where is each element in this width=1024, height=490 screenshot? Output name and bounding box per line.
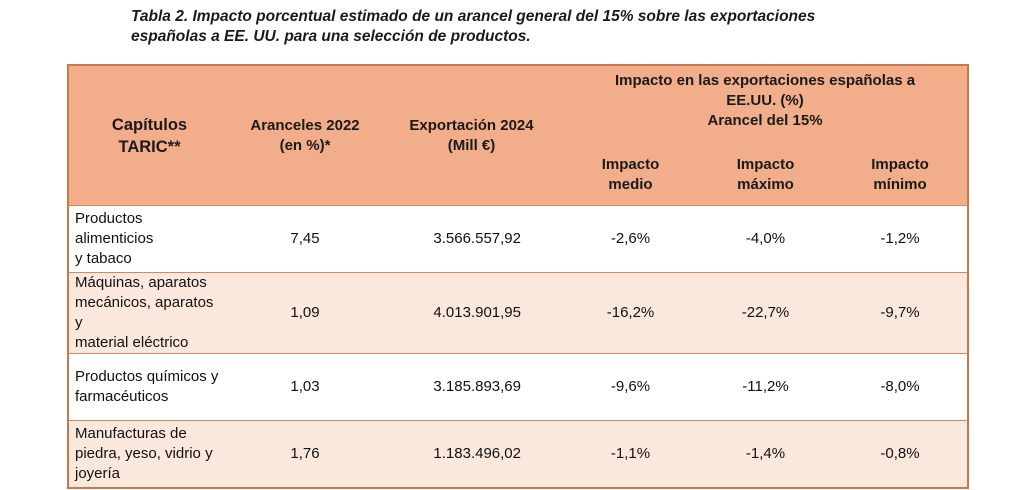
header-exports: Exportación 2024 (Mill €)	[380, 65, 563, 206]
row-impact-min: -0,8%	[833, 420, 968, 488]
table-caption: Tabla 2. Impacto porcentual estimado de …	[131, 7, 951, 47]
caption-line-2: españolas a EE. UU. para una selección d…	[131, 28, 531, 45]
row-product-name-line: piedra, yeso, vidrio y	[75, 445, 213, 462]
tariff-impact-table: Capítulos TARIC** Aranceles 2022 (en %)*…	[67, 64, 969, 489]
row-tariff: 1,76	[230, 420, 380, 488]
row-product-name-line: farmacéuticos	[75, 388, 169, 405]
header-chapters-line-1: Capítulos	[111, 115, 188, 134]
row-exports: 3.185.893,69	[380, 353, 563, 421]
row-tariff: 7,45	[230, 205, 380, 273]
header-impact-group-line-3: Arancel del 15%	[707, 112, 823, 129]
header-impact-mean: Impacto medio	[563, 155, 698, 206]
row-impact-max: -4,0%	[698, 205, 833, 273]
caption-line-1: Tabla 2. Impacto porcentual estimado de …	[131, 8, 816, 25]
row-product-name-line: mecánicos, aparatos y	[75, 294, 214, 331]
header-impact-max-line-1: Impacto	[736, 156, 795, 173]
header-exports-line-1: Exportación 2024	[409, 116, 534, 134]
row-impact-min: -8,0%	[833, 353, 968, 421]
row-exports: 1.183.496,02	[380, 420, 563, 488]
row-product-name-line: y tabaco	[75, 250, 132, 267]
row-product-name-line: Manufacturas de	[75, 425, 187, 442]
header-impact-min-line-1: Impacto	[871, 156, 929, 173]
header-impact-min-line-2: mínimo	[873, 176, 927, 193]
header-impact-min: Impacto mínimo	[833, 155, 968, 206]
header-exports-line-2: (Mill €)	[447, 136, 496, 154]
table-row: Máquinas, aparatos mecánicos, aparatos y…	[68, 272, 968, 354]
row-impact-max: -22,7%	[698, 272, 833, 354]
header-tariffs: Aranceles 2022 (en %)*	[230, 65, 380, 206]
row-product-name-line: Productos alimenticios	[75, 210, 154, 247]
row-product-name: Máquinas, aparatos mecánicos, aparatos y…	[68, 272, 230, 354]
table-row: Productos químicos y farmacéuticos 1,03 …	[68, 353, 968, 421]
row-tariff: 1,09	[230, 272, 380, 354]
row-product-name: Manufacturas de piedra, yeso, vidrio y j…	[68, 420, 230, 488]
header-impact-group-line-2: EE.UU. (%)	[726, 92, 804, 109]
row-impact-max: -11,2%	[698, 353, 833, 421]
table-row: Productos alimenticios y tabaco 7,45 3.5…	[68, 205, 968, 273]
header-chapters: Capítulos TARIC**	[68, 65, 230, 206]
row-exports: 3.566.557,92	[380, 205, 563, 273]
row-exports: 4.013.901,95	[380, 272, 563, 354]
header-impact-group: Impacto en las exportaciones españolas a…	[563, 65, 968, 155]
header-impact-max: Impacto máximo	[698, 155, 833, 206]
row-product-name-line: Productos químicos y	[75, 368, 219, 385]
header-impact-mean-line-2: medio	[608, 176, 653, 193]
header-chapters-line-2: TARIC**	[118, 137, 181, 156]
row-tariff: 1,03	[230, 353, 380, 421]
table-header: Capítulos TARIC** Aranceles 2022 (en %)*…	[68, 65, 968, 206]
header-tariffs-line-1: Aranceles 2022	[250, 116, 360, 134]
header-impact-max-line-2: máximo	[737, 176, 794, 193]
row-product-name-line: joyería	[75, 465, 121, 482]
row-product-name: Productos alimenticios y tabaco	[68, 205, 230, 273]
row-impact-min: -1,2%	[833, 205, 968, 273]
header-tariffs-line-2: (en %)*	[279, 136, 331, 154]
table-row: Manufacturas de piedra, yeso, vidrio y j…	[68, 420, 968, 488]
row-impact-mean: -1,1%	[563, 420, 698, 488]
row-impact-mean: -2,6%	[563, 205, 698, 273]
header-impact-group-line-1: Impacto en las exportaciones españolas a	[614, 72, 916, 89]
row-product-name-line: Máquinas, aparatos	[75, 274, 207, 291]
row-product-name: Productos químicos y farmacéuticos	[68, 353, 230, 421]
row-impact-max: -1,4%	[698, 420, 833, 488]
row-impact-min: -9,7%	[833, 272, 968, 354]
row-impact-mean: -16,2%	[563, 272, 698, 354]
header-impact-mean-line-1: Impacto	[601, 156, 660, 173]
row-product-name-line: material eléctrico	[75, 334, 189, 351]
table-body: Productos alimenticios y tabaco 7,45 3.5…	[68, 205, 968, 488]
row-impact-mean: -9,6%	[563, 353, 698, 421]
